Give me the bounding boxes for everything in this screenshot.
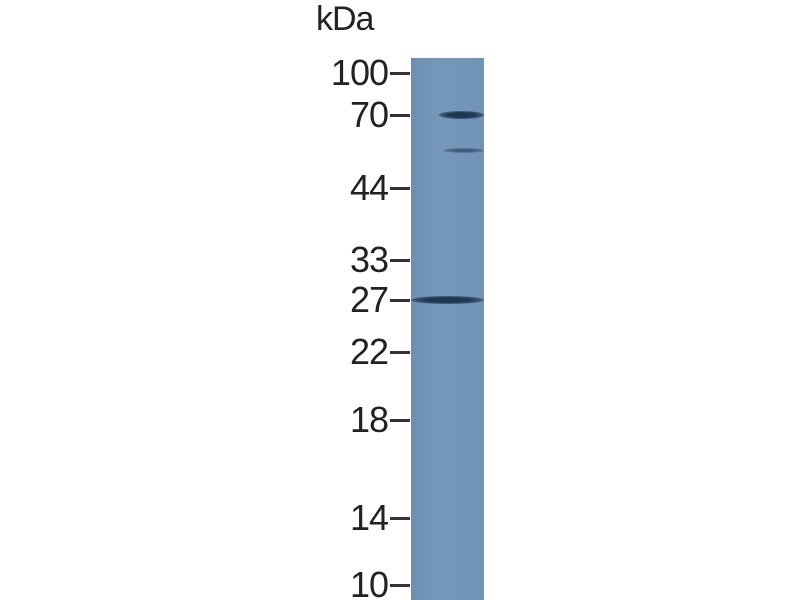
marker-27: 27 xyxy=(300,280,410,320)
marker-tick xyxy=(390,259,410,262)
marker-label: 70 xyxy=(349,94,389,135)
marker-tick xyxy=(390,517,410,520)
marker-tick xyxy=(390,187,410,190)
marker-tick xyxy=(390,114,410,117)
unit-label: kDa xyxy=(316,0,374,38)
marker-tick xyxy=(390,584,410,587)
marker-tick xyxy=(390,351,410,354)
marker-18: 18 xyxy=(300,400,410,440)
band-27kda xyxy=(411,296,484,304)
marker-100: 100 xyxy=(300,53,410,93)
marker-label: 33 xyxy=(349,239,389,280)
band-56kda xyxy=(443,148,484,154)
marker-label: 14 xyxy=(349,497,389,538)
marker-33: 33 xyxy=(300,240,410,280)
marker-14: 14 xyxy=(300,498,410,538)
marker-label: 100 xyxy=(330,52,389,93)
marker-label: 18 xyxy=(349,399,389,440)
marker-label: 22 xyxy=(349,331,389,372)
marker-tick xyxy=(390,299,410,302)
marker-70: 70 xyxy=(300,95,410,135)
marker-tick xyxy=(390,72,410,75)
marker-44: 44 xyxy=(300,168,410,208)
blot-lane xyxy=(411,58,484,600)
marker-label: 27 xyxy=(349,279,389,320)
marker-22: 22 xyxy=(300,332,410,372)
marker-label: 44 xyxy=(349,167,389,208)
marker-tick xyxy=(390,419,410,422)
marker-10: 10 xyxy=(300,565,410,600)
band-70kda xyxy=(439,111,484,119)
marker-label: 10 xyxy=(349,564,389,600)
